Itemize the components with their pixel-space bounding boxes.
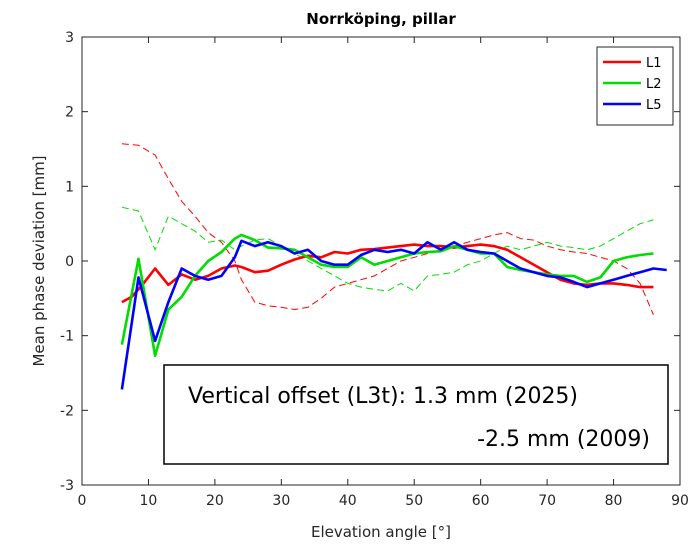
legend: L1 L2 L5 <box>596 46 674 126</box>
x-tick-label: 0 <box>78 493 87 509</box>
y-tick-label: 1 <box>65 179 74 195</box>
annotation-box: Vertical offset (L3t): 1.3 mm (2025) -2.… <box>163 364 669 465</box>
x-tick-label: 90 <box>671 493 689 509</box>
x-tick-label: 20 <box>206 493 224 509</box>
y-tick-label: 0 <box>65 254 74 270</box>
legend-label: L5 <box>646 98 662 113</box>
chart-title: Norrköping, pillar <box>306 10 456 28</box>
series-line-l5 <box>120 239 667 390</box>
x-tick-label: 50 <box>405 493 423 509</box>
annotation-line-2: -2.5 mm (2009) <box>477 427 650 452</box>
x-axis: 0 10 20 30 40 50 60 70 80 90 <box>78 37 689 509</box>
y-axis: -3 -2 -1 0 1 2 3 <box>60 30 680 494</box>
y-tick-label: 2 <box>65 105 74 121</box>
annotation-line-1: Vertical offset (L3t): 1.3 mm (2025) <box>188 384 578 409</box>
series-layer <box>120 143 667 390</box>
y-tick-label: -3 <box>60 478 74 494</box>
series-line-l1-2009 <box>121 143 654 315</box>
series-line-l2 <box>120 233 654 358</box>
y-axis-label: Mean phase deviation [mm] <box>30 155 48 366</box>
x-tick-label: 60 <box>472 493 490 509</box>
legend-label: L2 <box>646 77 662 92</box>
y-tick-label: 3 <box>65 30 74 46</box>
y-tick-label: -2 <box>60 403 74 419</box>
x-tick-label: 70 <box>538 493 556 509</box>
x-tick-label: 30 <box>272 493 290 509</box>
x-tick-label: 10 <box>140 493 158 509</box>
legend-label: L1 <box>646 56 662 71</box>
y-tick-label: -1 <box>60 329 74 345</box>
x-tick-label: 80 <box>605 493 623 509</box>
legend-box <box>596 46 674 126</box>
annotation-border <box>163 364 669 465</box>
series-line-l1 <box>121 243 654 304</box>
x-axis-label: Elevation angle [°] <box>311 523 451 541</box>
x-tick-label: 40 <box>339 493 357 509</box>
